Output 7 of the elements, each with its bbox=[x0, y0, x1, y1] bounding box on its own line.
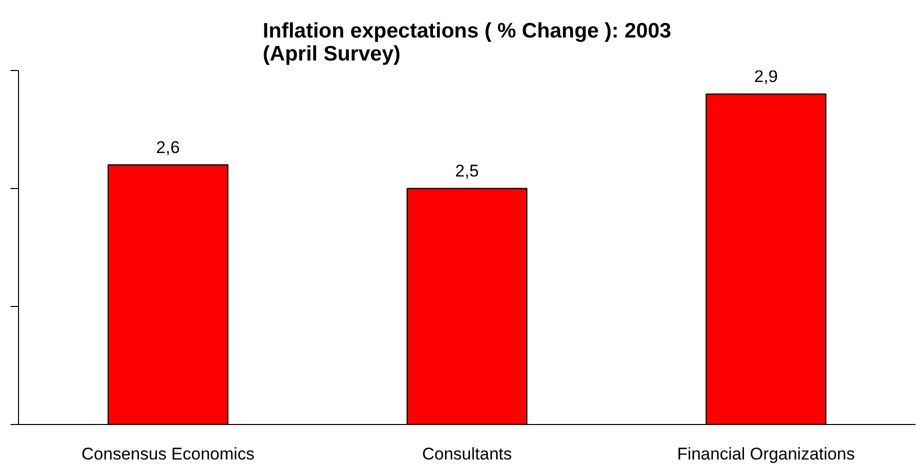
x-tick-label: Consensus Economics bbox=[82, 444, 254, 464]
data-label: 2,5 bbox=[455, 162, 479, 180]
chart-title: Inflation expectations ( % Change ): 2003 (April Survey) bbox=[262, 20, 672, 66]
data-label: 2,6 bbox=[156, 138, 180, 157]
data-label: 2,9 bbox=[754, 67, 778, 86]
x-tick-label: Financial Organizations bbox=[677, 444, 855, 464]
x-tick-label: Consultants bbox=[422, 444, 512, 464]
